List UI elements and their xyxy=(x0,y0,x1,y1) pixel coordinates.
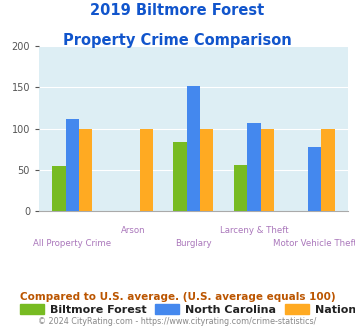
Text: Property Crime Comparison: Property Crime Comparison xyxy=(63,33,292,48)
Text: Motor Vehicle Theft: Motor Vehicle Theft xyxy=(273,239,355,248)
Text: Arson: Arson xyxy=(121,226,145,235)
Bar xyxy=(53,166,66,211)
Text: 2019 Biltmore Forest: 2019 Biltmore Forest xyxy=(91,3,264,18)
Bar xyxy=(174,142,187,211)
Bar xyxy=(308,147,321,211)
Bar xyxy=(187,86,200,211)
Legend: Biltmore Forest, North Carolina, National: Biltmore Forest, North Carolina, Nationa… xyxy=(15,299,355,319)
Bar xyxy=(261,129,274,211)
Bar xyxy=(247,123,261,211)
Text: Larceny & Theft: Larceny & Theft xyxy=(220,226,288,235)
Text: Burglary: Burglary xyxy=(175,239,212,248)
Text: Compared to U.S. average. (U.S. average equals 100): Compared to U.S. average. (U.S. average … xyxy=(20,292,335,302)
Bar xyxy=(234,165,247,211)
Text: © 2024 CityRating.com - https://www.cityrating.com/crime-statistics/: © 2024 CityRating.com - https://www.city… xyxy=(38,317,317,326)
Bar xyxy=(321,129,334,211)
Text: All Property Crime: All Property Crime xyxy=(33,239,111,248)
Bar xyxy=(79,129,92,211)
Bar xyxy=(66,119,79,211)
Bar xyxy=(200,129,213,211)
Bar xyxy=(140,129,153,211)
